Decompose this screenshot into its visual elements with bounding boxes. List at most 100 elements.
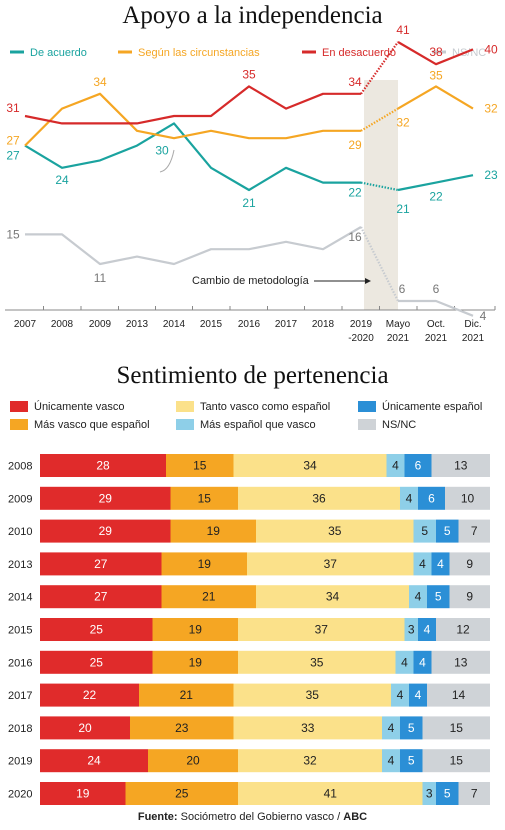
bar-segment-ns-nc xyxy=(436,618,490,641)
data-label-de-acuerdo: 24 xyxy=(55,173,69,187)
bar-segment-mas-espanol-que-vasco xyxy=(413,519,436,543)
bar-segment-mas-espanol-que-vasco xyxy=(409,585,427,609)
bar-segment-mas-vasco-que-espanol xyxy=(139,683,234,707)
bar-segment-mas-espanol-que-vasco xyxy=(382,716,400,740)
bar-value-label: 23 xyxy=(175,721,189,735)
bar-segment-ns-nc xyxy=(431,650,490,674)
bar-segment-unicamente-vasco xyxy=(40,716,130,740)
bar-value-label: 10 xyxy=(461,491,475,505)
bar-segment-mas-espanol-que-vasco xyxy=(395,650,414,674)
bar-value-label: 15 xyxy=(450,721,464,735)
source-brand: ABC xyxy=(343,811,368,823)
bar-segment-mas-espanol-que-vasco xyxy=(382,749,400,773)
bar-segment-unicamente-vasco xyxy=(40,782,126,805)
series-line-dotted-de-acuerdo xyxy=(360,181,399,192)
bar-segment-tanto-vasco-como-espanol xyxy=(247,552,414,576)
bar-segment-unicamente-vasco xyxy=(40,519,171,543)
legend-swatch-unicamente-vasco xyxy=(10,401,28,412)
category-label: 2016 xyxy=(8,657,32,669)
bar-value-label: 19 xyxy=(189,655,203,669)
bar-value-label: 28 xyxy=(96,459,110,473)
data-label-ns-nc: 11 xyxy=(94,271,107,285)
x-tick-label: 2009 xyxy=(89,319,112,330)
x-tick-label: 2018 xyxy=(312,319,335,330)
bar-value-label: 20 xyxy=(186,754,200,768)
category-label: 2013 xyxy=(8,559,32,571)
bar-segment-unicamente-vasco xyxy=(40,618,153,641)
bar-segment-mas-vasco-que-espanol xyxy=(161,552,247,576)
bar-segment-ns-nc xyxy=(445,486,490,510)
legend-swatch-tanto-vasco-como-espanol xyxy=(176,401,194,412)
line-chart-title: Apoyo a la independencia xyxy=(122,2,383,29)
x-tick-label: 2021 xyxy=(387,333,410,344)
series-line-en-desacuerdo-after xyxy=(397,41,474,66)
data-label-de-acuerdo: 21 xyxy=(396,202,410,216)
bar-value-label: 3 xyxy=(426,787,433,801)
bar-value-label: 27 xyxy=(94,590,108,604)
bar-value-label: 15 xyxy=(450,754,464,768)
data-label-en-desacuerdo: 38 xyxy=(429,45,443,59)
bar-value-label: 4 xyxy=(406,491,413,505)
bar-value-label: 27 xyxy=(94,557,108,571)
bar-value-label: 4 xyxy=(419,655,426,669)
category-label: 2009 xyxy=(8,493,32,505)
x-tick-label: -2020 xyxy=(348,333,374,344)
bar-value-label: 25 xyxy=(175,787,189,801)
bar-segment-unicamente-vasco xyxy=(40,552,162,576)
bar-segment-mas-espanol-que-vasco xyxy=(386,454,405,477)
bar-value-label: 19 xyxy=(207,524,221,538)
bar-segment-unicamente-vasco xyxy=(40,749,148,773)
bar-segment-unicamente-vasco xyxy=(40,486,171,510)
legend-label-unicamente-vasco: Únicamente vasco xyxy=(34,400,125,413)
data-label-segun-las-circunstancias: 27 xyxy=(6,134,20,148)
legend-swatch-mas-espanol-que-vasco xyxy=(176,419,194,430)
bar-value-label: 35 xyxy=(328,524,342,538)
series-line-ns-nc-after xyxy=(398,299,474,317)
bar-value-label: 5 xyxy=(421,524,428,538)
bar-segment-ns-nc xyxy=(427,683,490,707)
bar-value-label: 15 xyxy=(193,459,207,473)
bar-segment-unicamente-vasco xyxy=(40,454,166,477)
bar-value-label: 37 xyxy=(324,557,338,571)
bar-segment-tanto-vasco-como-espanol xyxy=(256,585,409,609)
bar-value-label: 5 xyxy=(408,721,415,735)
category-label: 2020 xyxy=(8,789,32,801)
bar-value-label: 19 xyxy=(198,557,212,571)
data-label-en-desacuerdo: 35 xyxy=(242,67,256,81)
bar-value-label: 4 xyxy=(437,557,444,571)
bar-segment-unicamente-vasco xyxy=(40,650,153,674)
x-tick-label: 2017 xyxy=(275,319,298,330)
category-label: 2019 xyxy=(8,756,32,768)
legend-label-mas-vasco-que-espanol: Más vasco que español xyxy=(34,419,150,431)
bar-value-label: 37 xyxy=(315,623,329,637)
category-label: 2010 xyxy=(8,526,32,538)
bar-value-label: 7 xyxy=(471,524,478,538)
bar-segment-tanto-vasco-como-espanol xyxy=(238,782,423,805)
data-label-segun-las-circunstancias: 35 xyxy=(429,68,443,82)
bar-segment-mas-espanol-que-vasco xyxy=(413,552,432,576)
bar-value-label: 36 xyxy=(312,491,326,505)
bar-segment-mas-vasco-que-espanol xyxy=(170,519,256,543)
category-label: 2014 xyxy=(8,592,32,604)
methodology-band xyxy=(364,80,398,310)
bar-segment-ns-nc xyxy=(449,552,490,576)
bar-value-label: 35 xyxy=(310,655,324,669)
legend-label-tanto-vasco-como-espanol: Tanto vasco como español xyxy=(200,401,330,413)
x-tick-label: 2021 xyxy=(425,333,448,344)
bar-segment-tanto-vasco-como-espanol xyxy=(233,454,387,477)
legend-label-ns-nc: NS/NC xyxy=(382,419,416,431)
series-line-dotted-segun-las-circunstancias xyxy=(360,107,399,132)
bar-segment-mas-espanol-que-vasco xyxy=(404,618,418,641)
source-text: Sociómetro del Gobierno vasco / xyxy=(177,811,344,823)
data-label-en-desacuerdo: 34 xyxy=(348,75,362,89)
data-label-ns-nc: 4 xyxy=(480,309,487,323)
data-label-en-desacuerdo: 31 xyxy=(6,101,20,115)
data-label-segun-las-circunstancias: 34 xyxy=(93,75,107,89)
legend-label-unicamente-espanol: Únicamente español xyxy=(382,400,482,413)
x-tick-label: Dic. xyxy=(464,319,481,330)
bar-value-label: 25 xyxy=(90,623,104,637)
annotation-arrowhead xyxy=(365,278,371,284)
x-tick-label: 2021 xyxy=(462,333,485,344)
series-line-de-acuerdo-after xyxy=(397,174,474,192)
bar-segment-unicamente-espanol xyxy=(431,552,450,576)
